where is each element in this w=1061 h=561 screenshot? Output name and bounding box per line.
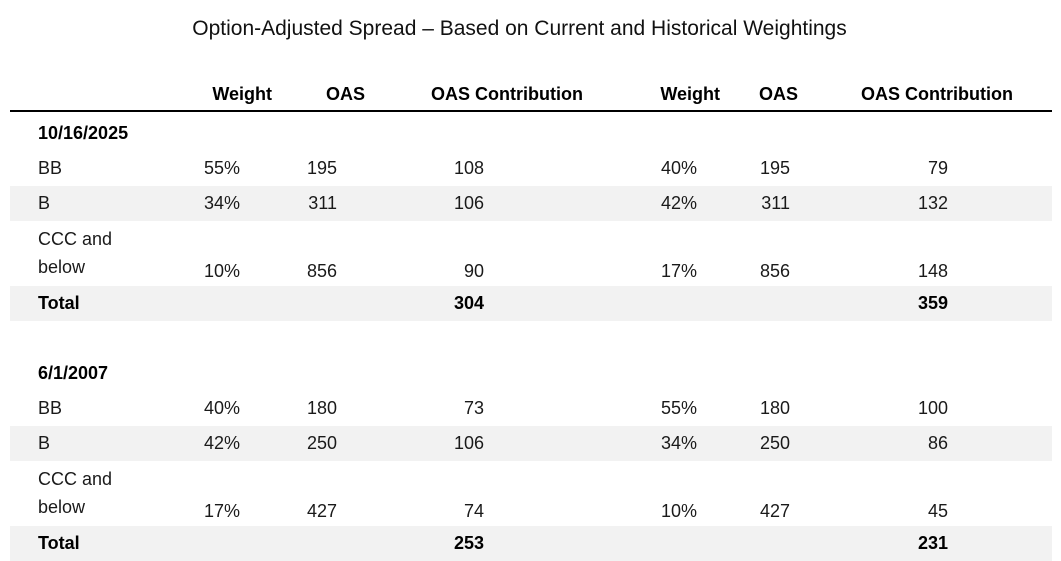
- empty-cell: [195, 286, 290, 321]
- cell-weight-current: 34%: [195, 186, 290, 221]
- table-row-ccc-and-below: CCC and below 17% 427 74 10% 427 45: [10, 461, 1052, 526]
- total-contribution-historical: 231: [810, 526, 1052, 561]
- cell-contribution-current: 74: [463, 501, 484, 521]
- rating-label: B: [10, 426, 195, 461]
- rating-label: B: [10, 186, 195, 221]
- table-row-b: B 42% 250 106 34% 250 86: [10, 426, 1052, 461]
- total-label: Total: [10, 526, 195, 561]
- cell-weight-current: 55%: [203, 158, 240, 178]
- rating-label: CCC and below: [38, 229, 113, 278]
- header-oas-current: OAS: [290, 81, 390, 112]
- cell-weight-historical: 34%: [605, 426, 730, 461]
- cell-weight-historical: 42%: [605, 186, 730, 221]
- page-title: Option-Adjusted Spread – Based on Curren…: [192, 17, 847, 40]
- total-label: Total: [10, 286, 195, 321]
- table-row-bb: BB 40% 180 73 55% 180 100: [10, 391, 1052, 426]
- total-contribution-current: 304: [390, 286, 605, 321]
- cell-oas-current: 250: [290, 426, 390, 461]
- header-oas-contribution-current: OAS Contribution: [390, 81, 605, 112]
- cell-contribution-current: 106: [390, 186, 605, 221]
- oas-table: Weight OAS OAS Contribution Weight OAS O…: [10, 81, 1052, 561]
- section-date: 6/1/2007: [38, 362, 109, 383]
- rating-label-cell: CCC and below: [10, 221, 195, 286]
- rating-label: CCC and below: [38, 469, 113, 518]
- total-contribution-current: 253: [390, 526, 605, 561]
- header-weight-current: Weight: [195, 81, 290, 112]
- cell-weight-current: 42%: [195, 426, 290, 461]
- cell-contribution-current: 73: [463, 398, 484, 418]
- cell-weight-historical: 40%: [660, 158, 697, 178]
- header-oas-historical: OAS: [730, 81, 810, 112]
- cell-weight-current: 17%: [203, 501, 240, 521]
- rating-label: BB: [38, 158, 63, 178]
- section-date: 10/16/2025: [38, 123, 129, 143]
- empty-cell: [290, 526, 390, 561]
- cell-weight-historical: 10%: [660, 501, 697, 521]
- cell-oas-historical: 180: [759, 398, 790, 418]
- header-oas-contribution-historical: OAS Contribution: [810, 81, 1052, 112]
- cell-oas-current: 180: [306, 398, 337, 418]
- cell-oas-historical: 250: [730, 426, 810, 461]
- cell-oas-current: 427: [306, 501, 337, 521]
- empty-cell: [730, 526, 810, 561]
- empty-cell: [605, 526, 730, 561]
- empty-cell: [605, 286, 730, 321]
- total-row: Total 253 231: [10, 526, 1052, 561]
- cell-oas-current: 311: [290, 186, 390, 221]
- empty-corner-cell: [10, 81, 195, 112]
- empty-cell: [195, 526, 290, 561]
- cell-contribution-historical: 100: [917, 398, 948, 418]
- cell-contribution-current: 90: [463, 261, 484, 281]
- cell-oas-historical: 856: [759, 261, 790, 281]
- cell-weight-current: 40%: [203, 398, 240, 418]
- column-header-row: Weight OAS OAS Contribution Weight OAS O…: [10, 81, 1052, 112]
- cell-weight-current: 10%: [203, 261, 240, 281]
- table-row-ccc-and-below: CCC and below 10% 856 90 17% 856 148: [10, 221, 1052, 286]
- cell-contribution-historical: 86: [810, 426, 1052, 461]
- empty-cell: [290, 286, 390, 321]
- cell-contribution-historical: 79: [927, 158, 948, 178]
- header-weight-historical: Weight: [605, 81, 730, 112]
- cell-oas-current: 856: [306, 261, 337, 281]
- total-contribution-historical: 359: [810, 286, 1052, 321]
- table-row-b: B 34% 311 106 42% 311 132: [10, 186, 1052, 221]
- cell-oas-historical: 311: [730, 186, 810, 221]
- rating-label-cell: CCC and below: [10, 461, 195, 526]
- empty-cell: [730, 286, 810, 321]
- spacer-row: [10, 321, 1052, 351]
- rating-label: BB: [38, 398, 63, 418]
- cell-oas-historical: 427: [759, 501, 790, 521]
- section-date-row: 6/1/2007: [10, 351, 1052, 391]
- cell-oas-current: 195: [306, 158, 337, 178]
- cell-contribution-historical: 45: [927, 501, 948, 521]
- cell-contribution-historical: 132: [810, 186, 1052, 221]
- cell-contribution-current: 106: [390, 426, 605, 461]
- cell-contribution-historical: 148: [917, 261, 948, 281]
- cell-weight-historical: 55%: [660, 398, 697, 418]
- table-row-bb: BB 55% 195 108 40% 195 79: [10, 151, 1052, 186]
- cell-weight-historical: 17%: [660, 261, 697, 281]
- cell-contribution-current: 108: [453, 158, 484, 178]
- total-row: Total 304 359: [10, 286, 1052, 321]
- cell-oas-historical: 195: [759, 158, 790, 178]
- section-date-row: 10/16/2025: [10, 111, 1052, 151]
